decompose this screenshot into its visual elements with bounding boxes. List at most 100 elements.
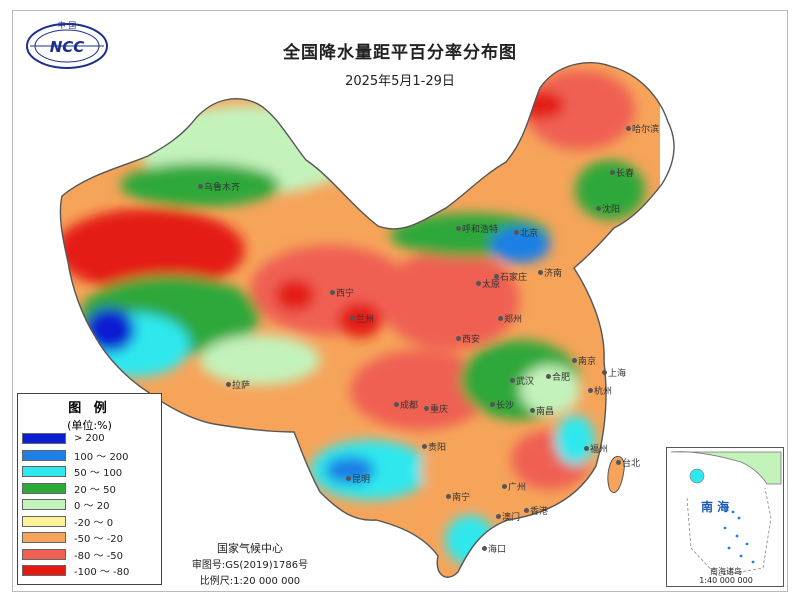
city-marker (546, 374, 551, 379)
city-label: 南宁 (452, 493, 471, 503)
legend-row: 100 ～ 200 (22, 449, 129, 463)
city-label: 上海 (608, 369, 627, 379)
city-marker (226, 382, 231, 387)
city-label: 杭州 (594, 387, 613, 397)
field-tibet-central (200, 335, 320, 385)
city-label: 海口 (488, 545, 507, 555)
legend-row: > 200 (22, 432, 105, 445)
field-qaidam (275, 279, 315, 311)
city-marker (476, 281, 481, 286)
city-label: 台北 (622, 459, 641, 469)
city-marker (510, 378, 515, 383)
inset-caption: 南海诸岛 (710, 567, 742, 576)
city-label: 广州 (508, 483, 527, 493)
field-northeast (525, 70, 635, 150)
legend-row: -50 ～ -20 (22, 531, 124, 545)
legend-swatch (22, 548, 66, 560)
scale-label: 比例尺:1:20 000 000 (199, 576, 301, 587)
city-label: 澳门 (502, 513, 521, 523)
city-marker (456, 226, 461, 231)
field-beijing (490, 227, 550, 263)
city-label: 兰州 (356, 315, 375, 325)
field-hulun (515, 91, 565, 119)
legend-row: 20 ～ 50 (22, 482, 116, 496)
city-label: 郑州 (504, 315, 523, 325)
city-label: 长沙 (496, 401, 515, 411)
legend-label: 50 ～ 100 (74, 468, 123, 479)
city-label: 呼和浩特 (462, 225, 499, 235)
city-label: 石家庄 (500, 273, 528, 283)
inset-scale: 1:40 000 000 (699, 576, 753, 585)
city-marker (538, 270, 543, 275)
field-fujian (555, 415, 595, 465)
city-marker (496, 514, 501, 519)
legend-swatch (22, 433, 66, 444)
city-marker (498, 316, 503, 321)
city-marker (572, 358, 577, 363)
legend-row: 0 ～ 20 (22, 498, 110, 512)
ncc-globe-logo-icon: 中 国 NCC (26, 20, 108, 69)
legend-row: -20 ～ 0 (22, 515, 114, 529)
city-marker (524, 508, 529, 513)
city-marker (424, 406, 429, 411)
legend-label: -50 ～ -20 (74, 534, 124, 545)
field-hainan (445, 515, 495, 565)
legend-row: 50 ～ 100 (22, 465, 123, 479)
legend-label: -100 ～ -80 (74, 567, 130, 578)
map-subtitle: 2025年5月1-29日 (345, 74, 455, 89)
taiwan-island (607, 455, 625, 493)
agency-label: 国家气候中心 (217, 542, 283, 555)
inset-map (670, 451, 782, 577)
legend-unit: (单位:%) (67, 419, 112, 432)
map-title: 全国降水量距平百分率分布图 (283, 43, 517, 63)
logo-arc-text: 中 国 (58, 20, 77, 30)
city-marker (490, 402, 495, 407)
city-label: 昆明 (352, 475, 371, 485)
city-label: 沈阳 (602, 205, 621, 215)
legend-swatch (22, 532, 66, 543)
legend-swatch (22, 565, 66, 576)
city-label: 长春 (616, 169, 635, 179)
city-marker (456, 336, 461, 341)
city-label: 西宁 (336, 289, 355, 299)
city-marker (596, 206, 601, 211)
south-china-sea-inset: 南 海 南海诸岛 1:40 000 000 (666, 447, 784, 587)
map-legend: 图 例 (单位:%) > 200 100 ～ 200 50 ～ 100 20 ～ 50… (17, 393, 162, 585)
national-boundary (59, 61, 675, 578)
city-label: 福州 (590, 445, 609, 455)
legend-label: -20 ～ 0 (74, 517, 114, 529)
city-label: 香港 (530, 507, 549, 517)
map-number-label: 审图号:GS(2019)1786号 (191, 560, 309, 571)
legend-label: 0 ～ 20 (74, 501, 110, 512)
city-label: 北京 (520, 229, 539, 239)
city-marker (346, 476, 351, 481)
city-label: 贵阳 (428, 443, 447, 453)
city-label: 南昌 (536, 407, 555, 417)
city-label: 太原 (482, 280, 501, 290)
legend-label: 100 ～ 200 (74, 451, 129, 463)
field-guangxi (420, 440, 520, 500)
city-marker (446, 494, 451, 499)
city-marker (588, 388, 593, 393)
field-loess (380, 250, 520, 350)
city-label: 南京 (578, 357, 597, 367)
city-label: 合肥 (552, 373, 571, 383)
city-marker (494, 274, 499, 279)
city-label: 济南 (544, 269, 563, 279)
legend-swatch (22, 449, 66, 461)
legend-swatch (22, 499, 66, 510)
city-marker (198, 184, 203, 189)
legend-label: > 200 (74, 433, 105, 444)
city-marker (394, 402, 399, 407)
city-marker (530, 408, 535, 413)
inset-sea-label: 南 海 (701, 500, 730, 514)
city-marker (610, 170, 615, 175)
field-kunming (325, 456, 375, 484)
city-label: 重庆 (430, 405, 449, 415)
city-marker (502, 484, 507, 489)
legend-swatch (22, 482, 66, 494)
city-marker (350, 316, 355, 321)
field-liaoning (575, 160, 645, 220)
city-label: 拉萨 (232, 381, 251, 391)
legend-title: 图 例 (68, 401, 111, 416)
